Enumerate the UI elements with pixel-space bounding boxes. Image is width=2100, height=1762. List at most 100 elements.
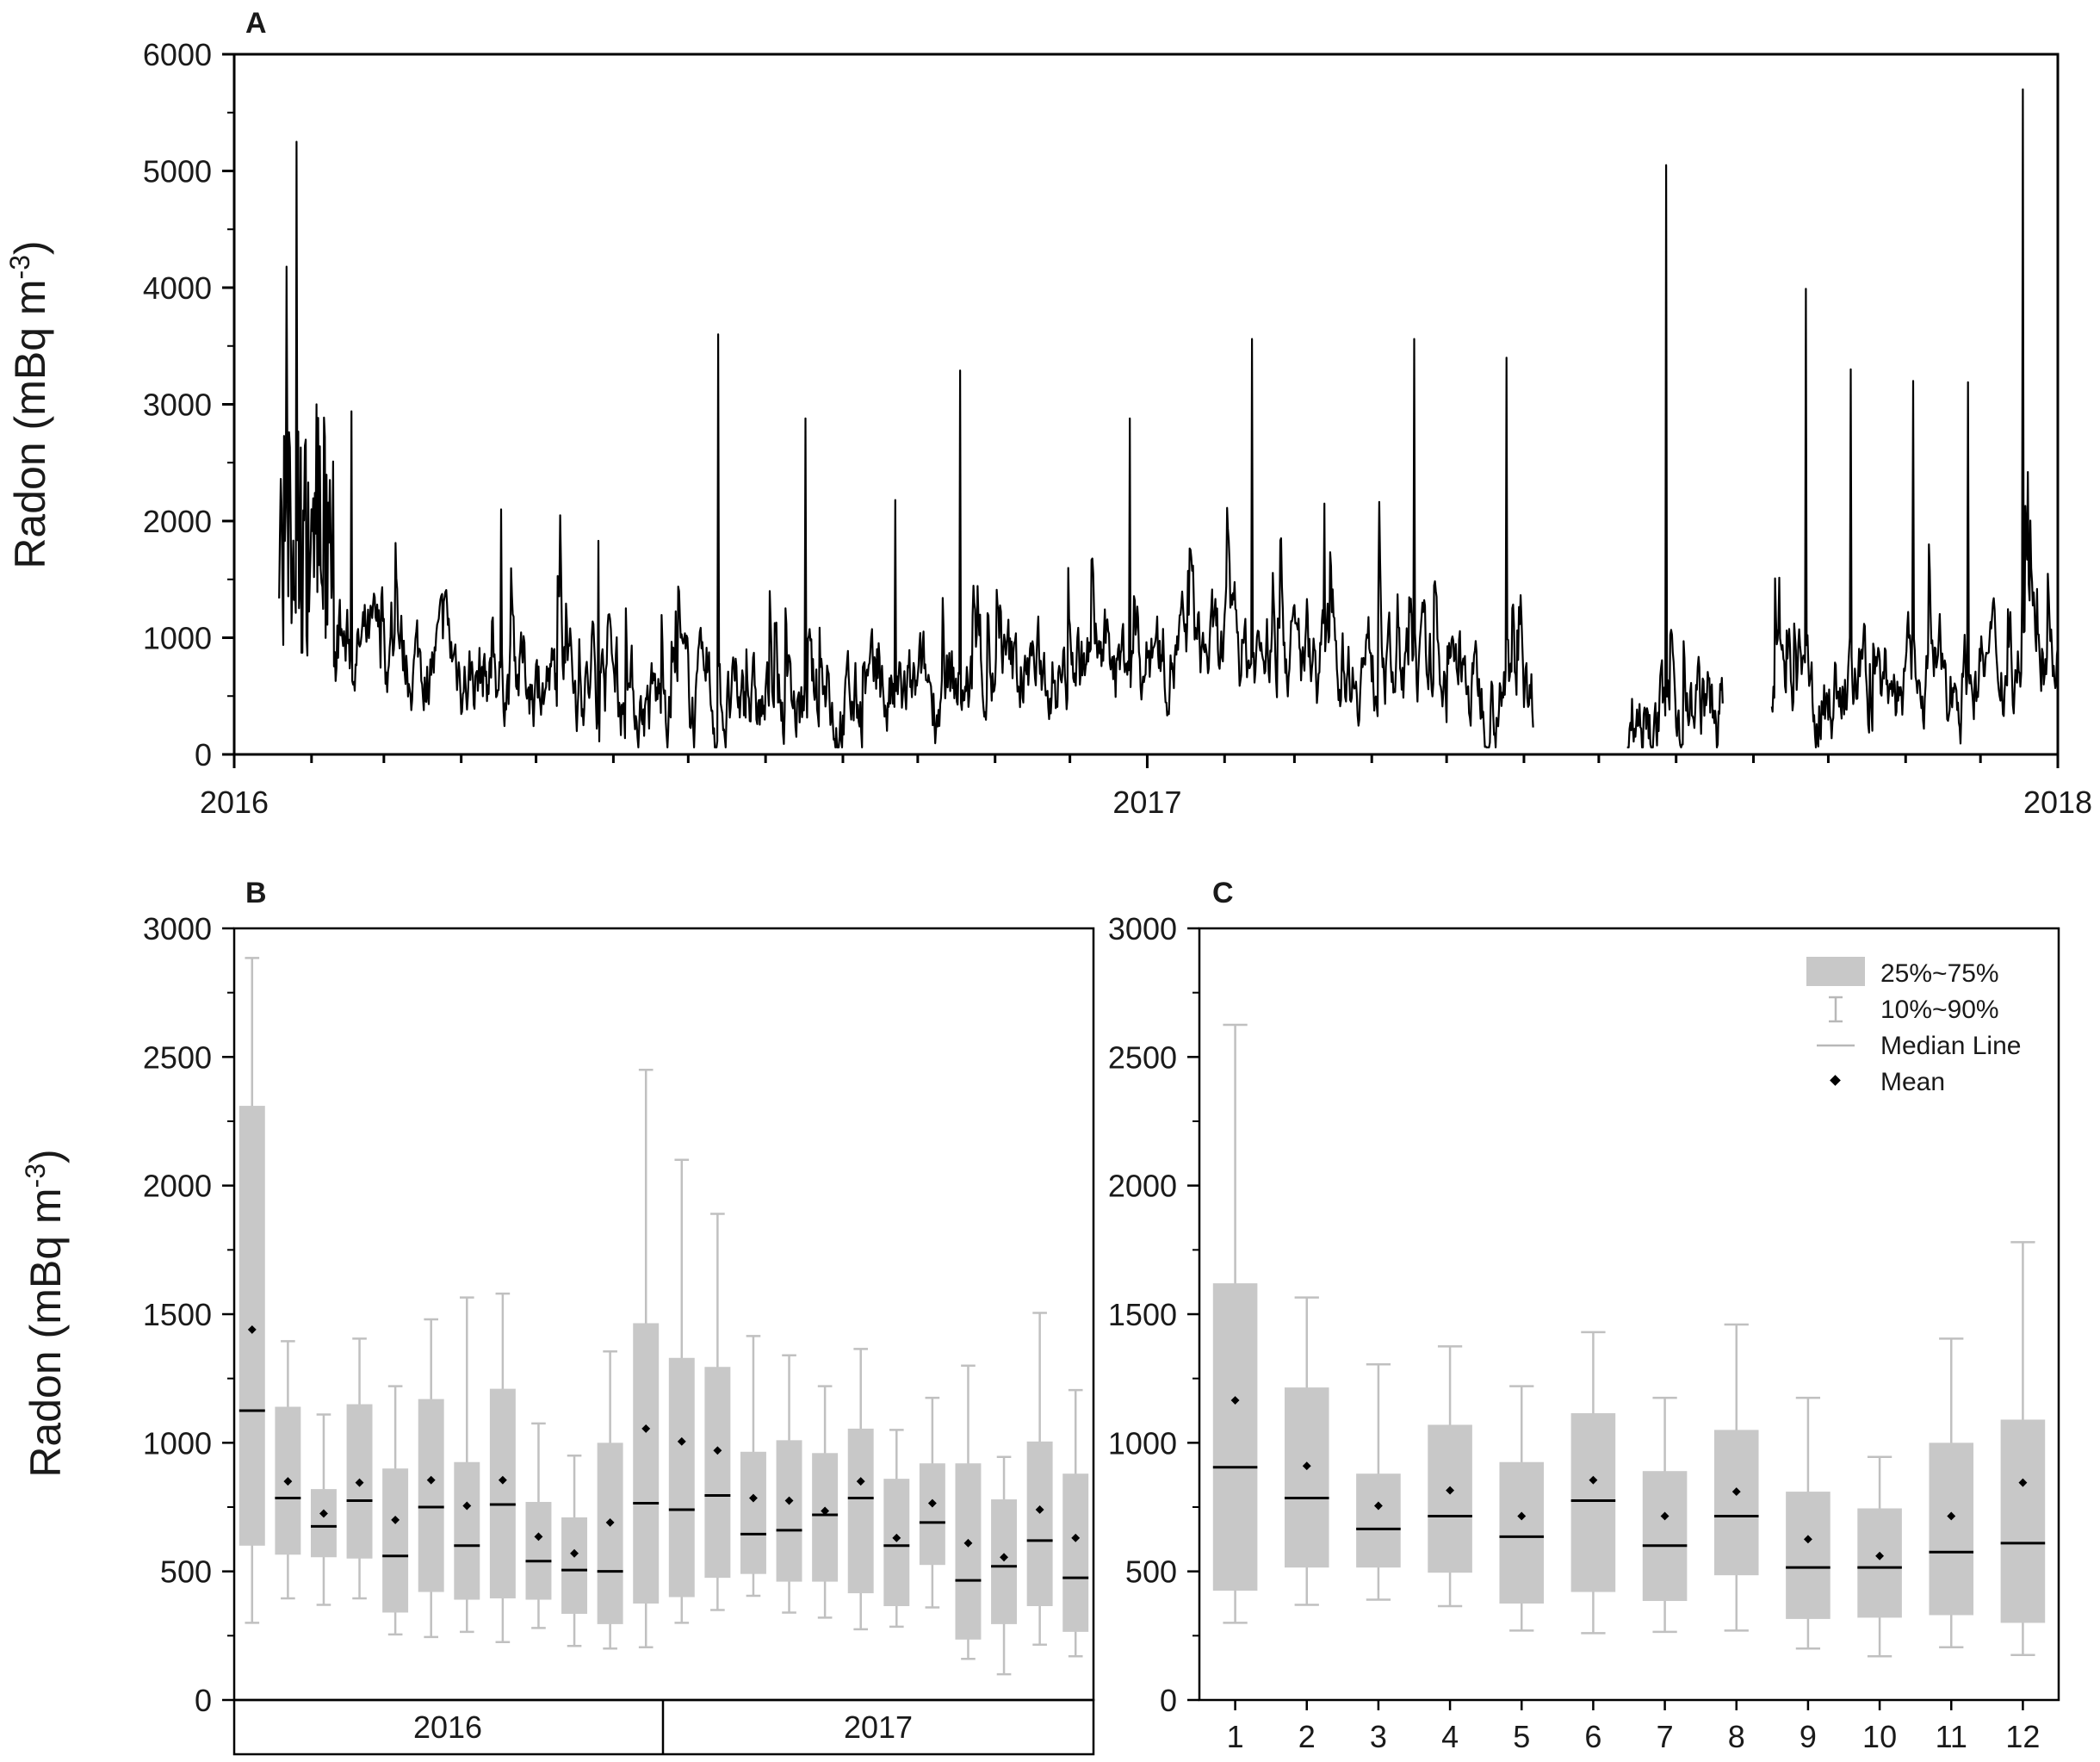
legend-iqr-label: 25%~75% bbox=[1880, 959, 1999, 988]
iqr-box bbox=[1212, 1283, 1258, 1591]
mean-marker bbox=[1517, 1511, 1527, 1521]
iqr-box bbox=[561, 1517, 588, 1614]
panel-b-group-2017: 2017 bbox=[844, 1709, 913, 1745]
iqr-box bbox=[1570, 1412, 1616, 1592]
y-tick-label: 2000 bbox=[143, 1169, 212, 1204]
y-tick-label: 1000 bbox=[143, 621, 212, 656]
mean-marker bbox=[927, 1498, 937, 1508]
mean-marker bbox=[1803, 1535, 1812, 1544]
iqr-box bbox=[704, 1367, 731, 1579]
iqr-box bbox=[1642, 1471, 1688, 1602]
mean-marker bbox=[462, 1501, 472, 1511]
mean-marker bbox=[963, 1538, 973, 1548]
box-17 bbox=[812, 1385, 839, 1619]
mean-marker bbox=[1000, 1553, 1008, 1562]
box-8 bbox=[1713, 1323, 1759, 1632]
mean-marker bbox=[247, 1325, 257, 1334]
panel-a-label: A bbox=[245, 7, 267, 40]
panel-a-y-axis-label: Radon (mBq m-3) bbox=[4, 240, 54, 568]
mean-marker bbox=[677, 1436, 686, 1446]
box-1 bbox=[238, 957, 265, 1624]
iqr-box bbox=[633, 1323, 660, 1604]
y-tick-label: 3000 bbox=[1108, 911, 1177, 946]
y-tick-label: 1500 bbox=[1108, 1297, 1177, 1332]
radon-series-line bbox=[1626, 164, 1724, 748]
mean-marker bbox=[1875, 1551, 1885, 1560]
y-tick-label: 1000 bbox=[1108, 1425, 1177, 1461]
box-5 bbox=[1499, 1385, 1545, 1632]
box-19 bbox=[883, 1429, 910, 1629]
y-tick-label: 3000 bbox=[143, 911, 212, 946]
iqr-box bbox=[454, 1461, 480, 1600]
y-tick-label: 2000 bbox=[143, 504, 212, 539]
panel-a-axes: 0 1000 2000 3000 4000 5000 6000 2016 2017 2018 bbox=[143, 37, 2092, 820]
iqr-box bbox=[1062, 1474, 1089, 1632]
y-tick-label: 500 bbox=[1125, 1554, 1177, 1590]
x-tick-label: 7 bbox=[1657, 1719, 1674, 1754]
y-tick-label: 4000 bbox=[143, 270, 212, 306]
panel-b: B 0 500 1000 1500 2000 2500 3000 2016 2017 Rad… bbox=[20, 877, 1095, 1756]
mean-marker bbox=[426, 1475, 436, 1485]
box-11 bbox=[1929, 1337, 1974, 1649]
box-1 bbox=[1212, 1023, 1258, 1624]
x-tick-label: 5 bbox=[1513, 1719, 1530, 1754]
iqr-box bbox=[1929, 1442, 1974, 1616]
mean-marker bbox=[1589, 1475, 1598, 1485]
mean-marker bbox=[534, 1532, 543, 1542]
mean-marker bbox=[570, 1548, 579, 1558]
box-23 bbox=[1026, 1312, 1053, 1647]
box-13 bbox=[668, 1158, 695, 1624]
box-8 bbox=[489, 1292, 516, 1644]
iqr-box bbox=[597, 1442, 623, 1624]
mean-marker bbox=[283, 1477, 293, 1486]
box-4 bbox=[1428, 1345, 1472, 1608]
legend-range-label: 10%~90% bbox=[1880, 996, 1999, 1024]
iqr-box bbox=[991, 1499, 1018, 1624]
mean-marker bbox=[821, 1506, 830, 1516]
x-tick-label: 2 bbox=[1298, 1719, 1316, 1754]
x-tick-label: 9 bbox=[1800, 1719, 1817, 1754]
box-9 bbox=[1786, 1396, 1831, 1650]
panel-a-plot bbox=[278, 88, 2060, 748]
y-tick-label: 2500 bbox=[1108, 1039, 1177, 1075]
iqr-box bbox=[382, 1468, 409, 1613]
box-12 bbox=[2000, 1241, 2046, 1656]
box-7 bbox=[1642, 1396, 1688, 1634]
mean-marker bbox=[892, 1533, 901, 1542]
y-tick-label: 0 bbox=[195, 737, 212, 772]
box-21 bbox=[955, 1364, 982, 1660]
box-20 bbox=[919, 1396, 945, 1609]
iqr-box bbox=[310, 1489, 337, 1558]
mean-marker bbox=[1446, 1486, 1455, 1495]
x-tick-label: 8 bbox=[1728, 1719, 1745, 1754]
legend-box-swatch bbox=[1806, 957, 1865, 986]
y-tick-label: 0 bbox=[1160, 1683, 1177, 1718]
panel-c-legend: 25%~75% 10%~90% Median Line Mean bbox=[1806, 957, 2021, 1096]
mean-marker bbox=[641, 1424, 651, 1433]
radon-series-line bbox=[278, 140, 1534, 748]
x-tick-label: 12 bbox=[2005, 1719, 2040, 1754]
iqr-box bbox=[525, 1502, 552, 1600]
iqr-box bbox=[418, 1399, 444, 1592]
panel-c-label: C bbox=[1212, 877, 1234, 909]
iqr-box bbox=[740, 1451, 766, 1574]
box-24 bbox=[1062, 1388, 1089, 1658]
iqr-box bbox=[1356, 1474, 1401, 1568]
mean-marker bbox=[355, 1478, 364, 1487]
mean-marker bbox=[498, 1475, 507, 1485]
mean-marker bbox=[1035, 1505, 1044, 1514]
mean-marker bbox=[1230, 1396, 1240, 1405]
box-16 bbox=[776, 1354, 802, 1614]
x-tick-label: 1 bbox=[1227, 1719, 1244, 1754]
y-tick-label: 1000 bbox=[143, 1425, 212, 1461]
iqr-box bbox=[812, 1453, 839, 1582]
box-7 bbox=[454, 1296, 480, 1634]
box-3 bbox=[310, 1413, 337, 1606]
panel-c-plot bbox=[1212, 1023, 2046, 1658]
y-tick-label: 6000 bbox=[143, 37, 212, 72]
iqr-box bbox=[2000, 1419, 2046, 1623]
mean-marker bbox=[713, 1446, 722, 1455]
box-10 bbox=[1857, 1455, 1902, 1658]
